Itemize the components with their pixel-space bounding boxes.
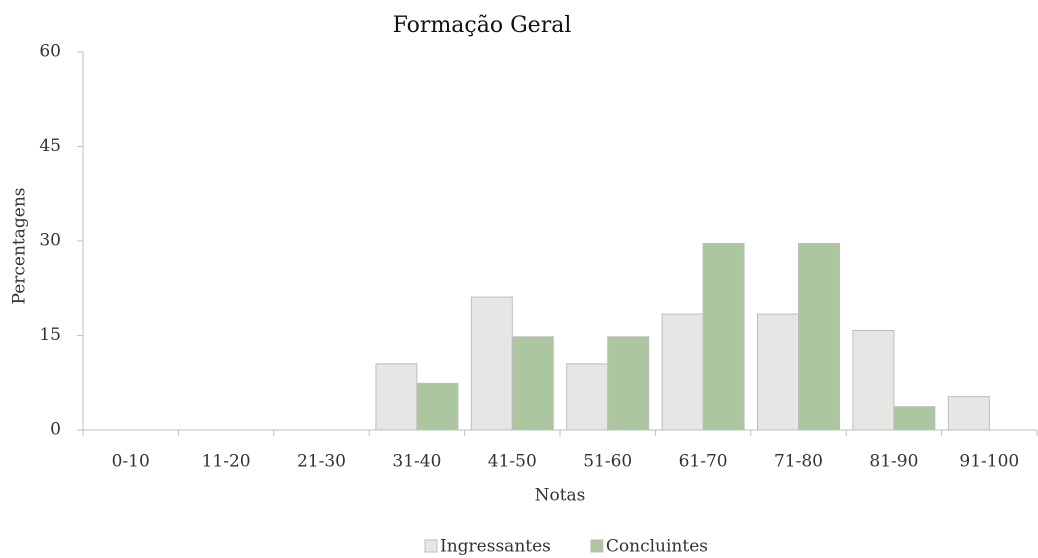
y-tick-label: 15: [39, 325, 61, 345]
x-tick-label: 31-40: [392, 452, 441, 472]
legend-swatch: [590, 539, 604, 553]
legend-swatch: [424, 539, 438, 553]
y-tick-label: 30: [39, 231, 61, 251]
bar: [607, 336, 650, 431]
x-tick-label: 71-80: [774, 452, 823, 472]
bar: [511, 336, 554, 431]
bar: [947, 396, 990, 431]
legend-label: Ingressantes: [440, 537, 551, 557]
bar: [375, 363, 418, 431]
chart-title: Formação Geral: [393, 13, 572, 38]
y-tick-label: 45: [39, 136, 61, 156]
bar: [661, 313, 704, 431]
bar: [470, 296, 513, 431]
legend-label: Concluintes: [606, 537, 708, 557]
x-tick-label: 61-70: [679, 452, 728, 472]
bar: [416, 382, 459, 431]
x-axis-label: Notas: [535, 486, 586, 506]
bar: [702, 243, 745, 431]
y-axis-label: Percentagens: [10, 188, 30, 305]
x-tick-label: 0-10: [112, 452, 150, 472]
y-tick-label: 60: [39, 42, 61, 62]
bar: [852, 329, 895, 431]
x-tick-label: 81-90: [869, 452, 918, 472]
x-tick-label: 11-20: [202, 452, 251, 472]
bar: [798, 243, 840, 431]
bar: [757, 313, 799, 431]
x-tick-label: 41-50: [488, 452, 537, 472]
bar: [566, 363, 609, 431]
x-tick-label: 51-60: [583, 452, 632, 472]
x-tick-label: 91-100: [959, 452, 1019, 472]
x-tick-label: 21-30: [297, 452, 346, 472]
y-tick-label: 0: [50, 420, 61, 440]
bar: [893, 406, 936, 431]
